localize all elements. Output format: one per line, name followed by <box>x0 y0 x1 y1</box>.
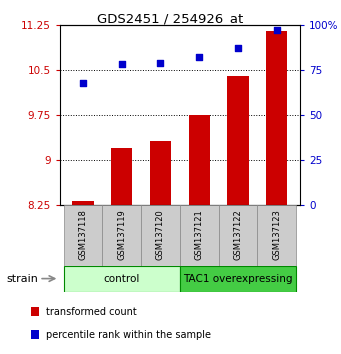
Point <box>235 45 241 51</box>
Text: percentile rank within the sample: percentile rank within the sample <box>46 330 211 339</box>
Text: strain: strain <box>7 274 39 284</box>
Bar <box>141 205 180 266</box>
Text: GSM137118: GSM137118 <box>78 209 87 259</box>
Bar <box>189 115 210 205</box>
Bar <box>180 205 219 266</box>
Point <box>158 60 163 65</box>
Bar <box>150 141 171 205</box>
Bar <box>63 205 102 266</box>
Point <box>80 80 86 85</box>
Point <box>196 55 202 60</box>
Text: TAC1 overexpressing: TAC1 overexpressing <box>183 274 293 284</box>
Text: GSM137120: GSM137120 <box>156 209 165 259</box>
Bar <box>102 205 141 266</box>
Text: GSM137122: GSM137122 <box>234 209 242 259</box>
Bar <box>219 205 257 266</box>
Text: GSM137123: GSM137123 <box>272 209 281 259</box>
Bar <box>63 266 180 292</box>
Text: GDS2451 / 254926_at: GDS2451 / 254926_at <box>98 12 243 25</box>
Bar <box>111 148 132 205</box>
Text: control: control <box>104 274 140 284</box>
Text: GSM137121: GSM137121 <box>195 209 204 259</box>
Point <box>274 27 280 33</box>
Bar <box>180 266 296 292</box>
Text: GSM137119: GSM137119 <box>117 209 126 259</box>
Bar <box>227 76 249 205</box>
Point <box>119 62 124 67</box>
Text: transformed count: transformed count <box>46 307 137 316</box>
Bar <box>266 31 287 205</box>
Bar <box>257 205 296 266</box>
Bar <box>72 201 93 205</box>
